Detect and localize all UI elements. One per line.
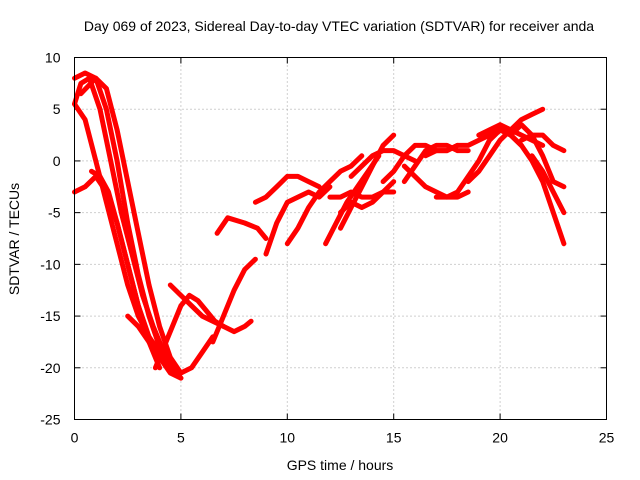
series-line-trace-12 <box>252 173 322 205</box>
y-tick-label: -25 <box>40 412 60 428</box>
x-tick-label: 20 <box>492 430 508 446</box>
x-tick-label: 15 <box>386 430 402 446</box>
chart-title: Day 069 of 2023, Sidereal Day-to-day VTE… <box>84 18 594 34</box>
y-tick-label: 5 <box>53 101 61 117</box>
x-tick-label: 0 <box>71 430 79 446</box>
series-line-trace-13 <box>263 184 333 257</box>
x-tick-label: 25 <box>599 430 615 446</box>
series-line-trace-23 <box>423 127 503 159</box>
x-tick-label: 10 <box>280 430 296 446</box>
y-tick-label: 0 <box>53 153 61 169</box>
series-line-trace-10 <box>210 256 258 345</box>
data-series <box>72 70 567 381</box>
y-tick-label: 10 <box>45 50 61 66</box>
series-line-trace-11 <box>214 215 269 241</box>
grid-lines <box>74 57 607 420</box>
series-line-trace-22 <box>401 163 471 200</box>
series-line-trace-7 <box>125 313 216 376</box>
y-tick-label: -10 <box>40 256 60 272</box>
plot-frame <box>74 57 607 420</box>
series-line-trace-30 <box>529 153 567 216</box>
x-tick-labels: 0 5 10 15 20 25 <box>71 430 615 446</box>
series-line-trace-28 <box>508 122 567 190</box>
y-axis-label: SDTVAR / TECUs <box>6 183 22 295</box>
series-line-trace-14 <box>284 153 365 247</box>
y-tick-label: -20 <box>40 360 60 376</box>
series-line-trace-16 <box>338 132 397 231</box>
x-axis-label: GPS time / hours <box>287 457 394 473</box>
x-tick-label: 5 <box>177 430 185 446</box>
series-line-trace-18 <box>338 179 397 216</box>
y-tick-labels: -25 -20 -15 -10 -5 0 5 10 <box>40 50 60 428</box>
series-line-trace-29 <box>518 132 567 154</box>
series-line-trace-21 <box>401 142 471 185</box>
series-line-trace-9 <box>152 292 226 371</box>
y-tick-label: -5 <box>48 205 61 221</box>
y-tick-label: -15 <box>40 308 60 324</box>
